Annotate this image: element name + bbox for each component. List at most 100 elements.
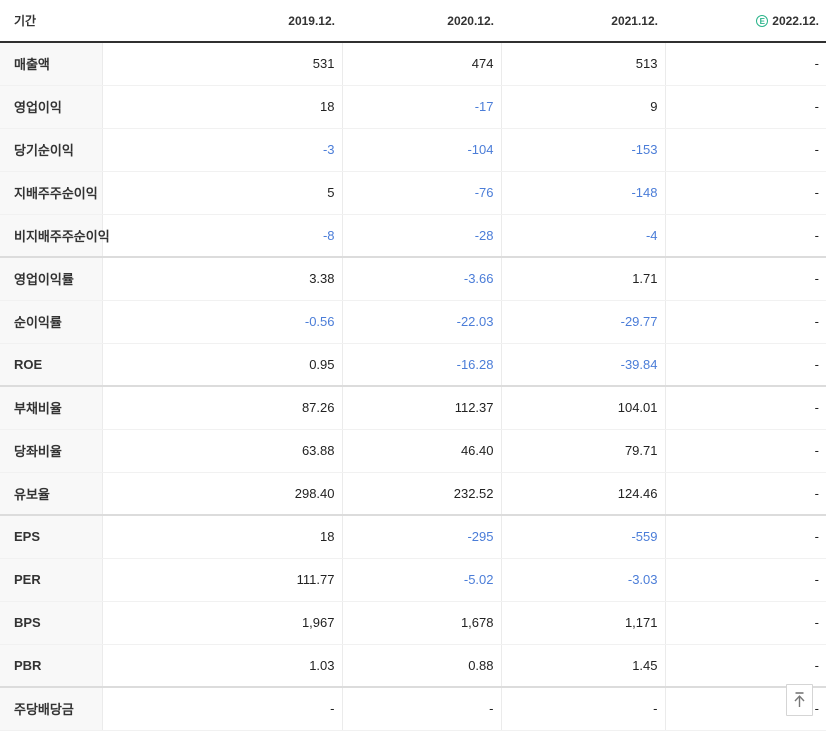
table-body: 매출액 531 474 513- 영업이익 18 -17 9- 당기순이익 -3 -104 -153-… xyxy=(0,42,826,731)
table-row: PBR 1.03 0.88 1.45- xyxy=(0,644,826,688)
cell-value: 79.71 xyxy=(500,429,665,473)
cell-value: - xyxy=(664,601,826,645)
cell-value: 474 xyxy=(341,42,501,86)
cell-value: -0.56 xyxy=(101,300,342,344)
cell-value: - xyxy=(101,687,342,731)
row-label: 부채비율 xyxy=(0,386,102,430)
table-row: EPS 18 -295 -559- xyxy=(0,515,826,559)
cell-value: -3.66 xyxy=(341,257,501,301)
cell-value: -16.28 xyxy=(341,343,501,387)
cell-value: 18 xyxy=(101,515,342,559)
table-row: 부채비율 87.26 112.37 104.01- xyxy=(0,386,826,430)
row-label: EPS xyxy=(0,515,102,559)
row-label: 순이익률 xyxy=(0,300,102,344)
row-label: 비지배주주순이익 xyxy=(0,214,110,258)
cell-value: - xyxy=(664,300,826,344)
cell-value: -153 xyxy=(500,128,665,172)
cell-value: 18 xyxy=(101,85,342,129)
cell-value: -76 xyxy=(341,171,501,215)
scroll-to-top-button[interactable] xyxy=(786,684,813,716)
cell-value: 1,678 xyxy=(341,601,501,645)
column-header-label: 2022.12. xyxy=(772,13,819,28)
cell-value: - xyxy=(664,472,826,516)
column-header-period: 기간 xyxy=(0,0,102,43)
cell-value: 0.88 xyxy=(341,644,501,688)
column-header-label: 2021.12. xyxy=(611,13,658,28)
column-header-2022-12-estimate: E 2022.12. xyxy=(665,0,826,43)
cell-value: - xyxy=(664,429,826,473)
column-header-2021-12: 2021.12. xyxy=(501,0,665,43)
row-label: ROE xyxy=(0,343,102,387)
row-label: 주당배당금 xyxy=(0,687,102,731)
cell-value: -295 xyxy=(341,515,501,559)
cell-value: 1.71 xyxy=(500,257,665,301)
cell-value: 3.38 xyxy=(101,257,342,301)
table-row: 주당배당금 - - - - xyxy=(0,687,826,731)
cell-value: 1,967 xyxy=(101,601,342,645)
row-label: BPS xyxy=(0,601,102,645)
column-header-label: 2020.12. xyxy=(447,13,494,28)
row-label: PER xyxy=(0,558,102,602)
cell-value: 298.40 xyxy=(101,472,342,516)
row-label: 유보율 xyxy=(0,472,102,516)
cell-value: 531 xyxy=(101,42,342,86)
cell-value: 232.52 xyxy=(341,472,501,516)
cell-value: 513 xyxy=(500,42,665,86)
cell-value: -29.77 xyxy=(500,300,665,344)
cell-value: - xyxy=(664,257,826,301)
cell-value: 124.46 xyxy=(500,472,665,516)
column-header-2019-12: 2019.12. xyxy=(102,0,342,43)
table-row: PER 111.77 -5.02 -3.03- xyxy=(0,558,826,602)
cell-value: -148 xyxy=(500,171,665,215)
row-label: 영업이익률 xyxy=(0,257,102,301)
cell-value: -39.84 xyxy=(500,343,665,387)
row-label: 당기순이익 xyxy=(0,128,102,172)
cell-value: - xyxy=(341,687,501,731)
cell-value: 1.45 xyxy=(500,644,665,688)
table-header-row: 기간 2019.12. 2020.12. 2021.12. E 2022.12. xyxy=(0,0,826,43)
row-label: 영업이익 xyxy=(0,85,102,129)
cell-value: -3 xyxy=(101,128,342,172)
cell-value: -28 xyxy=(341,214,501,258)
arrow-up-to-line-icon xyxy=(794,692,805,707)
cell-value: - xyxy=(664,85,826,129)
cell-value: - xyxy=(500,687,665,731)
column-header-2020-12: 2020.12. xyxy=(342,0,501,43)
cell-value: 1,171 xyxy=(500,601,665,645)
row-label: 당좌비율 xyxy=(0,429,102,473)
table-row: BPS 1,967 1,678 1,171- xyxy=(0,601,826,645)
table-row: 지배주주순이익 5 -76 -148- xyxy=(0,171,826,215)
cell-value: - xyxy=(664,214,826,258)
row-label: 지배주주순이익 xyxy=(0,171,102,215)
cell-value: 63.88 xyxy=(101,429,342,473)
table-row: 당기순이익 -3 -104 -153- xyxy=(0,128,826,172)
cell-value: -4 xyxy=(500,214,665,258)
cell-value: -104 xyxy=(341,128,501,172)
cell-value: 104.01 xyxy=(500,386,665,430)
cell-value: -8 xyxy=(101,214,342,258)
cell-value: - xyxy=(664,343,826,387)
table-row: 유보율 298.40 232.52 124.46- xyxy=(0,472,826,516)
cell-value: -22.03 xyxy=(341,300,501,344)
cell-value: - xyxy=(664,515,826,559)
cell-value: - xyxy=(664,386,826,430)
cell-value: - xyxy=(664,42,826,86)
row-label: 매출액 xyxy=(0,42,102,86)
cell-value: 1.03 xyxy=(101,644,342,688)
table-row: 순이익률 -0.56 -22.03 -29.77- xyxy=(0,300,826,344)
cell-value: 111.77 xyxy=(101,558,342,602)
cell-value: - xyxy=(664,558,826,602)
table-row: 영업이익 18 -17 9- xyxy=(0,85,826,129)
cell-value: 112.37 xyxy=(341,386,501,430)
cell-value: 87.26 xyxy=(101,386,342,430)
table-row: 매출액 531 474 513- xyxy=(0,42,826,86)
cell-value: -559 xyxy=(500,515,665,559)
cell-value: - xyxy=(664,128,826,172)
table-row: 당좌비율 63.88 46.40 79.71- xyxy=(0,429,826,473)
table-row: ROE 0.95 -16.28 -39.84- xyxy=(0,343,826,387)
cell-value: 46.40 xyxy=(341,429,501,473)
table-row: 영업이익률 3.38 -3.66 1.71- xyxy=(0,257,826,301)
cell-value: 5 xyxy=(101,171,342,215)
